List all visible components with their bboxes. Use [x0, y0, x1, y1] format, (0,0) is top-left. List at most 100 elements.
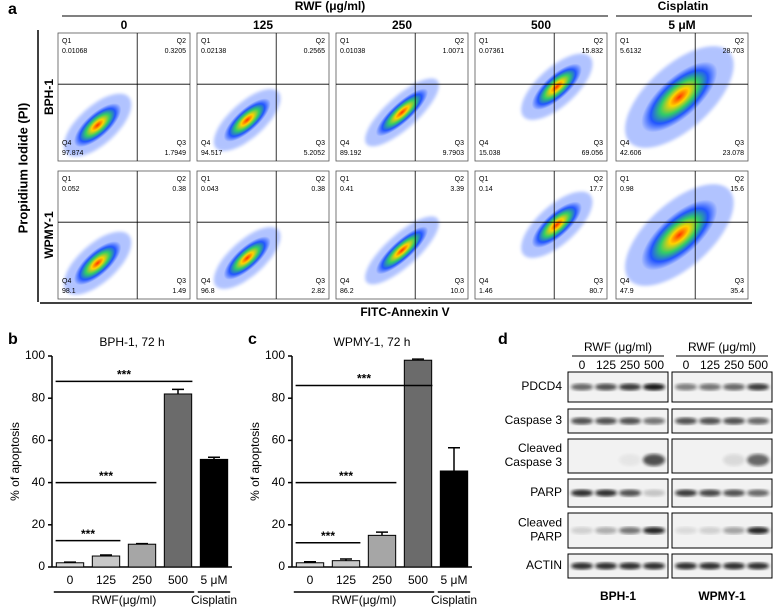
panel-label: d [498, 331, 508, 348]
protein-label: Cleaved Caspase 3 [505, 441, 563, 469]
quadrant-value: 15.6 [730, 186, 744, 193]
quadrant-name: Q3 [177, 278, 186, 285]
quadrant-name: Q2 [177, 38, 186, 45]
column-label: 250 [392, 18, 412, 32]
blot-band [571, 383, 593, 391]
y-axis-label: % of apoptosis [248, 422, 262, 501]
quadrant-value: 96.8 [201, 288, 215, 295]
blot-band [571, 417, 593, 425]
quadrant-name: Q1 [479, 176, 488, 183]
error-bar [136, 542, 148, 545]
blot-band [699, 383, 721, 391]
cell-cloud [73, 103, 122, 148]
quadrant-value: 5.2052 [304, 150, 326, 157]
quadrant-name: Q4 [620, 278, 629, 285]
lane-label: 0 [683, 358, 690, 372]
lane-label: 125 [700, 358, 720, 372]
lane-label: 250 [724, 358, 744, 372]
quadrant-value: 1.0071 [443, 48, 465, 55]
blot-band [747, 527, 769, 534]
blot-band [619, 527, 641, 534]
significance-label: *** [357, 372, 371, 386]
y-tick-label: 60 [32, 433, 46, 447]
quadrant-value: 42.606 [620, 150, 642, 157]
y-tick-label: 80 [272, 390, 286, 404]
quadrant-value: 0.41 [340, 186, 354, 193]
column-label: 125 [253, 18, 273, 32]
quadrant-value: 0.2565 [304, 48, 326, 55]
quadrant-name: Q3 [735, 278, 744, 285]
quadrant-name: Q4 [479, 278, 488, 285]
quadrant-value: 0.02138 [201, 48, 226, 55]
blot-band [619, 383, 641, 391]
quadrant-value: 94.517 [201, 150, 223, 157]
quadrant-value: 15.832 [582, 48, 604, 55]
blot-band [595, 383, 617, 391]
quadrant-name: Q3 [594, 140, 603, 147]
quadrant-value: 0.3205 [165, 48, 187, 55]
quadrant-name: Q4 [479, 140, 488, 147]
quadrant-value: 17.7 [589, 186, 603, 193]
x-axis-label: FITC-Annexin V [360, 305, 449, 319]
blot-band [723, 527, 745, 534]
significance-label: *** [321, 529, 335, 543]
blot-band [747, 454, 769, 466]
error-bar [448, 447, 460, 471]
x-tick-label: 250 [132, 573, 152, 587]
column-label: 500 [531, 18, 551, 32]
blot-band [643, 562, 665, 570]
quadrant-name: Q1 [340, 38, 349, 45]
blot-band [619, 454, 641, 466]
blot-band [571, 489, 593, 497]
quadrant-value: 0.043 [201, 186, 219, 193]
quadrant-name: Q1 [620, 176, 629, 183]
quadrant-value: 5.6132 [620, 48, 642, 55]
blot-band [699, 417, 721, 425]
quadrant-value: 0.07361 [479, 48, 504, 55]
flow-plot [335, 32, 469, 162]
quadrant-value: 80.7 [589, 288, 603, 295]
blot-band [619, 417, 641, 425]
y-tick-label: 80 [32, 390, 46, 404]
y-tick-label: 40 [272, 475, 286, 489]
quadrant-value: 97.874 [62, 150, 84, 157]
column-label: 0 [121, 18, 128, 32]
quadrant-value: 98.1 [62, 288, 76, 295]
y-tick-label: 0 [38, 559, 45, 573]
blot-band [747, 562, 769, 570]
bar [127, 543, 157, 568]
quadrant-value: 15.038 [479, 150, 501, 157]
bar [163, 393, 193, 568]
x-tick-label: 5 μM [201, 573, 228, 587]
protein-label: PARP [530, 485, 562, 499]
quadrant-value: 0.38 [172, 186, 186, 193]
quadrant-value: 3.39 [450, 186, 464, 193]
quadrant-value: 35.4 [730, 288, 744, 295]
blot-band [723, 417, 745, 425]
error-bar [304, 560, 316, 563]
quadrant-name: Q4 [620, 140, 629, 147]
blot-band [723, 489, 745, 497]
chart-title: BPH-1, 72 h [99, 335, 164, 349]
cell-cloud [531, 63, 582, 110]
x-tick-label: 500 [168, 573, 188, 587]
x-tick-label: 125 [96, 573, 116, 587]
quadrant-name: Q3 [455, 278, 464, 285]
quadrant-value: 0.38 [311, 186, 325, 193]
group-label: RWF(μg/ml) [332, 593, 397, 607]
cell-cloud [223, 236, 271, 280]
chart-title: WPMY-1, 72 h [334, 335, 411, 349]
significance-label: *** [117, 367, 131, 381]
quadrant-name: Q2 [735, 176, 744, 183]
quadrant-name: Q1 [62, 176, 71, 183]
blot-band [747, 489, 769, 497]
significance-label: *** [99, 469, 113, 483]
significance-label: *** [81, 527, 95, 541]
quadrant-value: 0.14 [479, 186, 493, 193]
blot-band [699, 562, 721, 570]
protein-label: ACTIN [526, 558, 562, 572]
blot-band [723, 562, 745, 570]
protein-label: Cleaved PARP [518, 516, 562, 544]
blot-band [571, 527, 593, 534]
